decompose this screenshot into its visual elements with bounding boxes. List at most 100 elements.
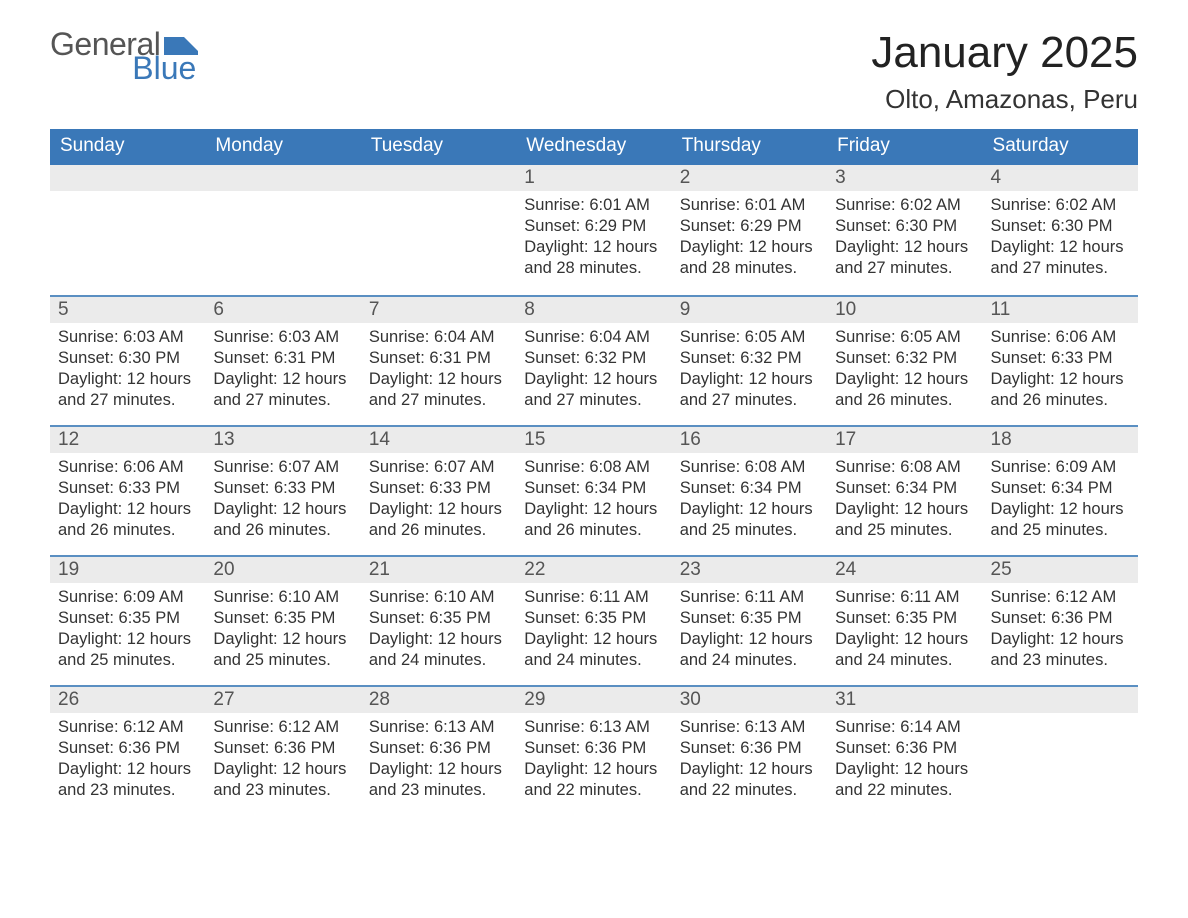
day-number — [50, 165, 205, 191]
sunset-line: Sunset: 6:36 PM — [991, 608, 1130, 629]
sunrise-line: Sunrise: 6:14 AM — [835, 717, 974, 738]
sunrise-line: Sunrise: 6:13 AM — [680, 717, 819, 738]
day-cell: 5Sunrise: 6:03 AMSunset: 6:30 PMDaylight… — [50, 297, 205, 425]
sunrise-line: Sunrise: 6:12 AM — [58, 717, 197, 738]
day-body: Sunrise: 6:08 AMSunset: 6:34 PMDaylight:… — [827, 453, 982, 553]
sunset-line: Sunset: 6:36 PM — [58, 738, 197, 759]
day-cell: 7Sunrise: 6:04 AMSunset: 6:31 PMDaylight… — [361, 297, 516, 425]
daylight-line: Daylight: 12 hours and 27 minutes. — [991, 237, 1130, 279]
day-body: Sunrise: 6:06 AMSunset: 6:33 PMDaylight:… — [50, 453, 205, 553]
sunrise-line: Sunrise: 6:03 AM — [58, 327, 197, 348]
day-body: Sunrise: 6:11 AMSunset: 6:35 PMDaylight:… — [516, 583, 671, 683]
sunrise-line: Sunrise: 6:04 AM — [369, 327, 508, 348]
day-body: Sunrise: 6:13 AMSunset: 6:36 PMDaylight:… — [672, 713, 827, 813]
daylight-line: Daylight: 12 hours and 23 minutes. — [991, 629, 1130, 671]
sunset-line: Sunset: 6:33 PM — [58, 478, 197, 499]
day-body: Sunrise: 6:12 AMSunset: 6:36 PMDaylight:… — [983, 583, 1138, 683]
day-number: 13 — [205, 427, 360, 453]
sunrise-line: Sunrise: 6:02 AM — [835, 195, 974, 216]
day-cell: 30Sunrise: 6:13 AMSunset: 6:36 PMDayligh… — [672, 687, 827, 815]
day-body: Sunrise: 6:02 AMSunset: 6:30 PMDaylight:… — [983, 191, 1138, 291]
day-body: Sunrise: 6:04 AMSunset: 6:31 PMDaylight:… — [361, 323, 516, 423]
day-cell: 12Sunrise: 6:06 AMSunset: 6:33 PMDayligh… — [50, 427, 205, 555]
day-body — [361, 191, 516, 281]
sunrise-line: Sunrise: 6:12 AM — [213, 717, 352, 738]
sunset-line: Sunset: 6:31 PM — [213, 348, 352, 369]
daylight-line: Daylight: 12 hours and 27 minutes. — [58, 369, 197, 411]
day-body: Sunrise: 6:13 AMSunset: 6:36 PMDaylight:… — [361, 713, 516, 813]
day-number: 4 — [983, 165, 1138, 191]
sunrise-line: Sunrise: 6:10 AM — [213, 587, 352, 608]
sunrise-line: Sunrise: 6:06 AM — [58, 457, 197, 478]
weeks-container: 1Sunrise: 6:01 AMSunset: 6:29 PMDaylight… — [50, 165, 1138, 815]
dow-cell: Sunday — [50, 129, 205, 165]
day-cell-empty — [983, 687, 1138, 815]
sunset-line: Sunset: 6:33 PM — [213, 478, 352, 499]
day-cell: 29Sunrise: 6:13 AMSunset: 6:36 PMDayligh… — [516, 687, 671, 815]
sunrise-line: Sunrise: 6:11 AM — [680, 587, 819, 608]
day-cell: 9Sunrise: 6:05 AMSunset: 6:32 PMDaylight… — [672, 297, 827, 425]
sunset-line: Sunset: 6:33 PM — [369, 478, 508, 499]
day-body: Sunrise: 6:12 AMSunset: 6:36 PMDaylight:… — [50, 713, 205, 813]
week-row: 19Sunrise: 6:09 AMSunset: 6:35 PMDayligh… — [50, 555, 1138, 685]
day-body: Sunrise: 6:09 AMSunset: 6:35 PMDaylight:… — [50, 583, 205, 683]
sunrise-line: Sunrise: 6:08 AM — [524, 457, 663, 478]
daylight-line: Daylight: 12 hours and 22 minutes. — [835, 759, 974, 801]
daylight-line: Daylight: 12 hours and 23 minutes. — [369, 759, 508, 801]
daylight-line: Daylight: 12 hours and 25 minutes. — [680, 499, 819, 541]
day-body: Sunrise: 6:03 AMSunset: 6:31 PMDaylight:… — [205, 323, 360, 423]
dow-cell: Saturday — [983, 129, 1138, 165]
day-number: 2 — [672, 165, 827, 191]
sunrise-line: Sunrise: 6:01 AM — [524, 195, 663, 216]
day-number — [983, 687, 1138, 713]
day-number: 28 — [361, 687, 516, 713]
day-number: 26 — [50, 687, 205, 713]
sunset-line: Sunset: 6:30 PM — [835, 216, 974, 237]
sunrise-line: Sunrise: 6:05 AM — [680, 327, 819, 348]
day-body: Sunrise: 6:05 AMSunset: 6:32 PMDaylight:… — [827, 323, 982, 423]
daylight-line: Daylight: 12 hours and 25 minutes. — [213, 629, 352, 671]
day-body: Sunrise: 6:11 AMSunset: 6:35 PMDaylight:… — [827, 583, 982, 683]
sunset-line: Sunset: 6:34 PM — [835, 478, 974, 499]
daylight-line: Daylight: 12 hours and 25 minutes. — [835, 499, 974, 541]
day-body: Sunrise: 6:07 AMSunset: 6:33 PMDaylight:… — [361, 453, 516, 553]
day-number: 23 — [672, 557, 827, 583]
sunrise-line: Sunrise: 6:11 AM — [835, 587, 974, 608]
sunrise-line: Sunrise: 6:12 AM — [991, 587, 1130, 608]
calendar: SundayMondayTuesdayWednesdayThursdayFrid… — [50, 129, 1138, 815]
sunrise-line: Sunrise: 6:01 AM — [680, 195, 819, 216]
brand-logo: General Blue — [50, 28, 198, 84]
day-number — [361, 165, 516, 191]
day-number: 29 — [516, 687, 671, 713]
day-number: 11 — [983, 297, 1138, 323]
sunrise-line: Sunrise: 6:11 AM — [524, 587, 663, 608]
daylight-line: Daylight: 12 hours and 27 minutes. — [369, 369, 508, 411]
day-body: Sunrise: 6:08 AMSunset: 6:34 PMDaylight:… — [672, 453, 827, 553]
day-number: 24 — [827, 557, 982, 583]
day-cell: 3Sunrise: 6:02 AMSunset: 6:30 PMDaylight… — [827, 165, 982, 295]
sunset-line: Sunset: 6:35 PM — [835, 608, 974, 629]
day-cell: 21Sunrise: 6:10 AMSunset: 6:35 PMDayligh… — [361, 557, 516, 685]
day-cell: 4Sunrise: 6:02 AMSunset: 6:30 PMDaylight… — [983, 165, 1138, 295]
daylight-line: Daylight: 12 hours and 24 minutes. — [835, 629, 974, 671]
daylight-line: Daylight: 12 hours and 26 minutes. — [835, 369, 974, 411]
sunset-line: Sunset: 6:35 PM — [213, 608, 352, 629]
day-cell: 23Sunrise: 6:11 AMSunset: 6:35 PMDayligh… — [672, 557, 827, 685]
daylight-line: Daylight: 12 hours and 22 minutes. — [680, 759, 819, 801]
day-body: Sunrise: 6:08 AMSunset: 6:34 PMDaylight:… — [516, 453, 671, 553]
day-cell: 20Sunrise: 6:10 AMSunset: 6:35 PMDayligh… — [205, 557, 360, 685]
day-cell-empty — [50, 165, 205, 295]
day-body: Sunrise: 6:14 AMSunset: 6:36 PMDaylight:… — [827, 713, 982, 813]
day-number: 31 — [827, 687, 982, 713]
day-cell-empty — [205, 165, 360, 295]
day-body: Sunrise: 6:12 AMSunset: 6:36 PMDaylight:… — [205, 713, 360, 813]
day-number: 14 — [361, 427, 516, 453]
daylight-line: Daylight: 12 hours and 26 minutes. — [369, 499, 508, 541]
daylight-line: Daylight: 12 hours and 26 minutes. — [58, 499, 197, 541]
day-body: Sunrise: 6:03 AMSunset: 6:30 PMDaylight:… — [50, 323, 205, 423]
sunrise-line: Sunrise: 6:07 AM — [213, 457, 352, 478]
daylight-line: Daylight: 12 hours and 28 minutes. — [680, 237, 819, 279]
title-block: January 2025 Olto, Amazonas, Peru — [871, 28, 1138, 115]
daylight-line: Daylight: 12 hours and 25 minutes. — [991, 499, 1130, 541]
sunset-line: Sunset: 6:29 PM — [524, 216, 663, 237]
